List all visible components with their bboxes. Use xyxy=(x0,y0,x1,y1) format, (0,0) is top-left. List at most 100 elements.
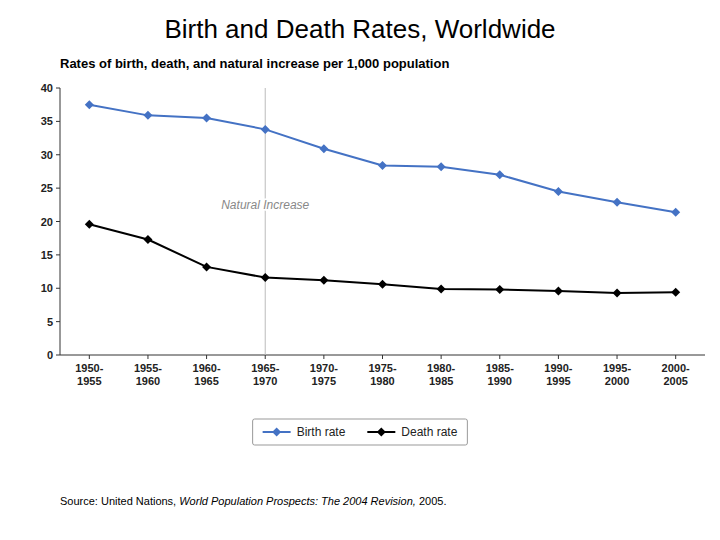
x-tick-label: 1970-1975 xyxy=(310,362,338,387)
source: Source: United Nations, World Population… xyxy=(60,495,446,507)
subtitle: Rates of birth, death, and natural incre… xyxy=(60,56,449,71)
x-tick-label-line: 1980 xyxy=(370,375,394,387)
x-tick-label-line: 1975 xyxy=(312,375,336,387)
y-tick-label: 10 xyxy=(41,282,53,294)
x-tick xyxy=(206,355,207,359)
x-tick-label-line: 1970- xyxy=(310,362,338,374)
x-axis: 1950-19551955-19601960-19651965-19701970… xyxy=(60,355,705,387)
point xyxy=(613,288,622,297)
source-part: 2005. xyxy=(416,495,447,507)
chart: Birth and Death Rates, Worldwide Rates of… xyxy=(0,0,720,540)
x-tick-label-line: 1960 xyxy=(136,375,160,387)
x-tick-label-line: 1995- xyxy=(603,362,631,374)
x-tick xyxy=(558,355,559,359)
legend-marker xyxy=(272,428,281,437)
y-tick xyxy=(56,355,60,356)
y-tick xyxy=(56,254,60,255)
x-tick-label-line: 2000 xyxy=(605,375,629,387)
x-tick-label-line: 1965 xyxy=(194,375,218,387)
point xyxy=(202,114,211,123)
point xyxy=(671,288,680,297)
title: Birth and Death Rates, Worldwide xyxy=(164,14,555,44)
point xyxy=(85,100,94,109)
x-tick-label-line: 1990- xyxy=(544,362,572,374)
y-tick xyxy=(56,188,60,189)
x-tick xyxy=(265,355,266,359)
y-tick-label: 5 xyxy=(47,316,53,328)
point xyxy=(671,208,680,217)
y-tick xyxy=(56,154,60,155)
point xyxy=(495,285,504,294)
x-tick-label: 1975-1980 xyxy=(368,362,396,387)
x-tick-label: 1965-1970 xyxy=(251,362,279,387)
y-tick xyxy=(56,288,60,289)
point xyxy=(261,273,270,282)
x-tick-label-line: 1955- xyxy=(134,362,162,374)
series xyxy=(85,100,680,216)
point xyxy=(85,220,94,229)
x-tick xyxy=(89,355,90,359)
point xyxy=(319,276,328,285)
x-tick-label-line: 1990 xyxy=(488,375,512,387)
x-tick-label: 1980-1985 xyxy=(427,362,455,387)
x-tick xyxy=(147,355,148,359)
x-tick xyxy=(323,355,324,359)
y-tick-label: 15 xyxy=(41,249,53,261)
x-tick-label-line: 1955 xyxy=(77,375,101,387)
point xyxy=(143,111,152,120)
point xyxy=(554,187,563,196)
x-tick-label: 2000-2005 xyxy=(662,362,690,387)
point xyxy=(202,262,211,271)
x-tick-label-line: 1985 xyxy=(429,375,453,387)
x-tick xyxy=(617,355,618,359)
y-tick xyxy=(56,121,60,122)
x-tick-label: 1950-1955 xyxy=(75,362,103,387)
point xyxy=(378,280,387,289)
source-part: World Population Prospects: The 2004 Rev… xyxy=(179,495,416,507)
x-tick-label: 1955-1960 xyxy=(134,362,162,387)
series xyxy=(85,220,680,298)
x-tick-label-line: 1985- xyxy=(486,362,514,374)
x-tick xyxy=(441,355,442,359)
point xyxy=(437,284,446,293)
x-tick-label-line: 1965- xyxy=(251,362,279,374)
point xyxy=(378,161,387,170)
y-tick xyxy=(56,321,60,322)
y-tick-label: 30 xyxy=(41,149,53,161)
x-tick xyxy=(675,355,676,359)
y-tick-label: 40 xyxy=(41,82,53,94)
legend-label: Birth rate xyxy=(297,425,346,439)
x-tick-label-line: 1975- xyxy=(368,362,396,374)
x-tick-label: 1960-1965 xyxy=(193,362,221,387)
y-tick-label: 20 xyxy=(41,216,53,228)
legend-label: Death rate xyxy=(401,425,457,439)
x-tick-label-line: 2005 xyxy=(663,375,687,387)
legend-item: Death rate xyxy=(367,425,457,439)
y-tick-label: 35 xyxy=(41,115,53,127)
series-line xyxy=(89,105,675,212)
x-tick-label-line: 1970 xyxy=(253,375,277,387)
x-tick-label-line: 2000- xyxy=(662,362,690,374)
x-tick-label-line: 1995 xyxy=(546,375,570,387)
y-tick xyxy=(56,88,60,89)
point xyxy=(261,125,270,134)
legend-item: Birth rate xyxy=(263,425,346,439)
x-tick-label-line: 1950- xyxy=(75,362,103,374)
x-tick xyxy=(382,355,383,359)
point xyxy=(143,235,152,244)
annotation: Natural Increase xyxy=(221,198,309,212)
y-tick-label: 0 xyxy=(47,349,53,361)
x-tick-label: 1985-1990 xyxy=(486,362,514,387)
x-tick-label: 1990-1995 xyxy=(544,362,572,387)
point xyxy=(319,144,328,153)
series-line xyxy=(89,224,675,293)
x-tick xyxy=(499,355,500,359)
legend-marker xyxy=(377,428,386,437)
x-tick-label-line: 1960- xyxy=(193,362,221,374)
x-tick-label: 1995-2000 xyxy=(603,362,631,387)
legend-frame xyxy=(253,419,468,445)
legend: Birth rate Death rate xyxy=(253,419,468,445)
legend-items: Birth rate Death rate xyxy=(263,425,458,439)
source-part: Source: United Nations, xyxy=(60,495,179,507)
y-tick xyxy=(56,221,60,222)
